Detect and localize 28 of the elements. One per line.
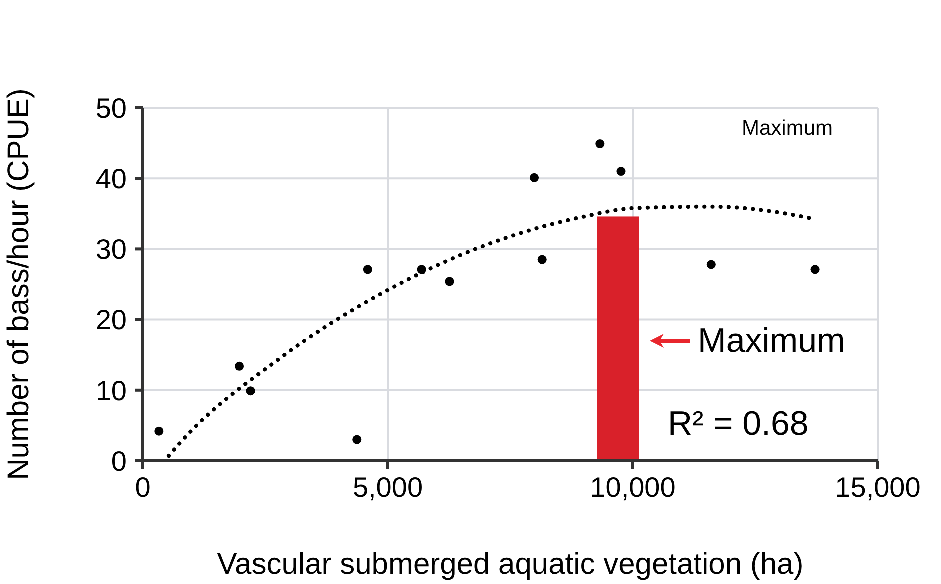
point (363, 265, 372, 274)
point (530, 173, 540, 182)
point (616, 167, 626, 176)
point (352, 435, 362, 444)
point (445, 277, 454, 286)
y-tick-label: 50 (96, 92, 127, 124)
y-tick-label: 0 (111, 446, 127, 477)
annotation: Maximum (698, 321, 846, 361)
point (246, 386, 256, 396)
y-tick-label: 30 (96, 234, 127, 266)
y-axis-title: Number of bass/hour (CPUE) (2, 88, 36, 480)
x-tick-label: 15,000 (835, 472, 921, 503)
point (417, 265, 426, 274)
x-tick-label: 0 (135, 472, 151, 503)
point (596, 140, 605, 149)
x-tick-label: 5,000 (352, 472, 424, 503)
point (538, 255, 547, 264)
point (706, 260, 716, 270)
point (235, 362, 244, 371)
y-tick-label: 20 (96, 304, 127, 336)
x-tick-label: 10,000 (590, 472, 676, 503)
annotation: R² = 0.68 (668, 404, 809, 445)
point (154, 426, 164, 436)
x-axis-title: Vascular submerged aquatic vegetation (ha) (217, 548, 804, 581)
y-tick-label: 10 (96, 375, 127, 406)
annotation: Maximum (742, 116, 834, 142)
y-tick-label: 40 (96, 164, 127, 195)
point (810, 265, 820, 274)
